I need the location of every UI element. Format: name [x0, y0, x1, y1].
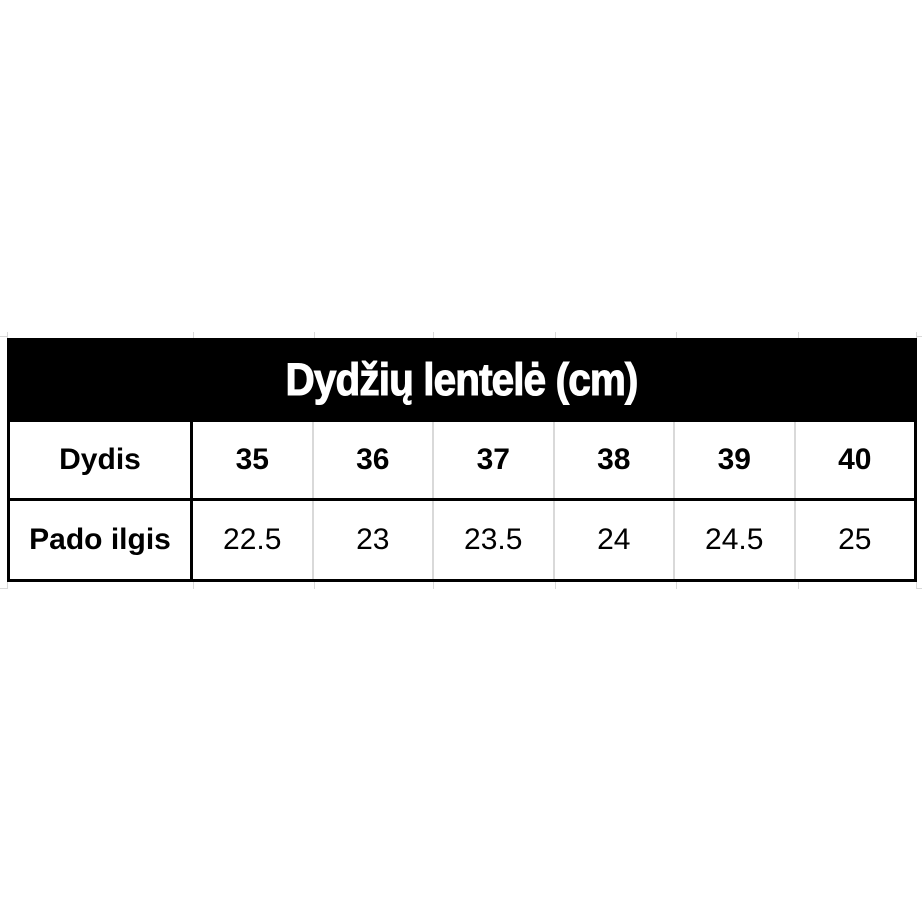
size-value-cell: 35 [235, 443, 269, 476]
gridline-stub [676, 582, 677, 589]
gridline-stub [7, 332, 8, 338]
gridline-stub [7, 582, 8, 589]
gridline-stub [917, 336, 922, 337]
gridline-stub [433, 332, 434, 338]
gridline-stub [798, 582, 799, 589]
gridline-stub [555, 332, 556, 338]
length-value-cell: 23.5 [432, 501, 553, 579]
gridline-stub [916, 332, 917, 338]
gridline-stub [314, 332, 315, 338]
size-value-cell: 37 [432, 422, 553, 498]
gridline-stub [916, 582, 917, 589]
table-row-sole-length: Pado ilgis 22.5 23 23.5 24 24.5 25 [10, 501, 914, 579]
gridline-stub [798, 332, 799, 338]
gridline-stub [314, 582, 315, 589]
gridline-stub [676, 332, 677, 338]
size-value-cell: 38 [552, 422, 674, 498]
length-value-cell: 24.5 [673, 501, 794, 579]
length-value-cell: 25 [793, 501, 915, 579]
size-table: Dydžių lentelė (cm) Dydis 35 36 37 38 39… [7, 338, 917, 582]
length-value-cell: 23 [311, 501, 433, 579]
gridline-stub [0, 336, 7, 337]
length-value-cell: 22.5 [223, 523, 282, 556]
size-value-cell: 40 [793, 422, 915, 498]
gridline-stub [555, 582, 556, 589]
gridline-stub [193, 582, 194, 589]
gridline-stub [433, 582, 434, 589]
length-value-cell: 24 [552, 501, 674, 579]
size-value-cell: 36 [311, 422, 433, 498]
size-value-cell: 39 [673, 422, 794, 498]
size-table-title: Dydžių lentelė (cm) [286, 353, 640, 405]
gridline-stub [0, 588, 7, 589]
gridline-stub [193, 332, 194, 338]
row-label-cell: Dydis [10, 422, 193, 498]
size-table-header: Dydžių lentelė (cm) [7, 338, 917, 422]
table-row-sizes: Dydis 35 36 37 38 39 40 [10, 422, 914, 501]
gridline-stub [917, 588, 922, 589]
row-label-cell: Pado ilgis [10, 501, 193, 579]
